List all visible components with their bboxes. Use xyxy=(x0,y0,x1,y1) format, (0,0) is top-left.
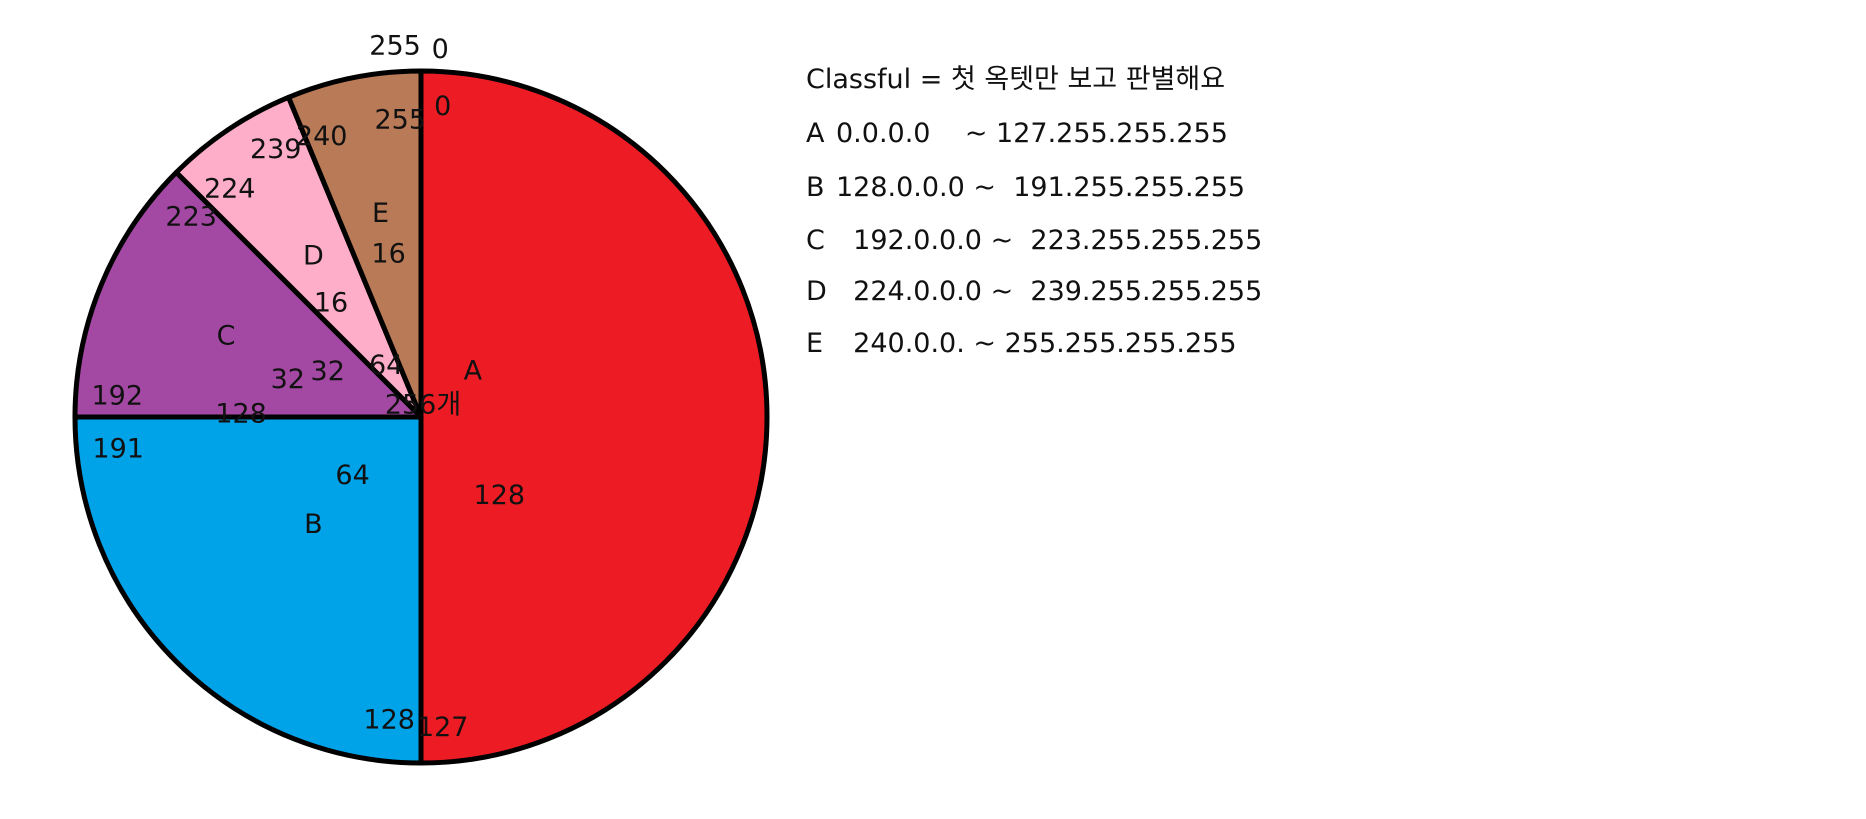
note-sep: ~ xyxy=(973,328,996,359)
note-row-b: B 128.0.0.0 ~ 191.255.255.255 xyxy=(806,174,1245,201)
note-class: D xyxy=(806,278,836,305)
note-from: 0.0.0.0 xyxy=(836,118,930,149)
note-sep: ~ xyxy=(973,172,996,203)
note-class: A xyxy=(806,120,836,147)
note-row-e: E 240.0.0. ~ 255.255.255.255 xyxy=(806,330,1237,357)
note-from: 240.0.0. xyxy=(853,328,965,359)
note-row-d: D 224.0.0.0 ~ 239.255.255.255 xyxy=(806,278,1262,305)
note-to: 223.255.255.255 xyxy=(1030,225,1262,256)
note-sep: ~ xyxy=(965,118,988,149)
note-to: 255.255.255.255 xyxy=(1005,328,1237,359)
notes-title: Classful = 첫 옥텟만 보고 판별해요 xyxy=(806,66,1225,93)
note-class: C xyxy=(806,227,836,254)
note-from: 192.0.0.0 xyxy=(853,225,982,256)
note-to: 239.255.255.255 xyxy=(1030,276,1262,307)
note-from: 128.0.0.0 xyxy=(836,172,965,203)
note-to: 127.255.255.255 xyxy=(996,118,1228,149)
note-class: E xyxy=(806,330,836,357)
note-to: 191.255.255.255 xyxy=(1013,172,1245,203)
note-sep: ~ xyxy=(991,225,1014,256)
note-class: B xyxy=(806,174,836,201)
note-from: 224.0.0.0 xyxy=(853,276,982,307)
note-row-a: A 0.0.0.0 ~ 127.255.255.255 xyxy=(806,120,1228,147)
note-row-c: C 192.0.0.0 ~ 223.255.255.255 xyxy=(806,227,1262,254)
note-sep: ~ xyxy=(991,276,1014,307)
